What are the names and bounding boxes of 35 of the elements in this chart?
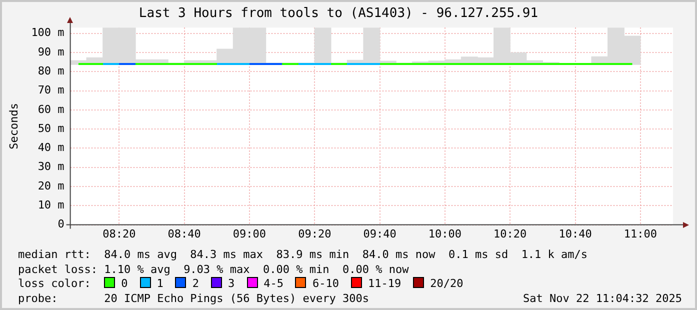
text: 4-5 xyxy=(264,277,284,290)
x-tick-label: 10:40 xyxy=(558,227,592,240)
text: probe: 20 ICMP Echo Pings (56 Bytes) every 300s xyxy=(18,292,369,304)
y-tick-label: 100 m xyxy=(31,26,65,40)
x-tick-label: 09:00 xyxy=(232,227,266,240)
x-tick-label: 11:00 xyxy=(624,227,657,240)
x-tick-label: 09:20 xyxy=(298,227,332,240)
text: 2 xyxy=(192,277,199,290)
y-tick-label: 30 m xyxy=(38,160,65,174)
text: 11-19 xyxy=(368,277,402,290)
y-tick-label: 60 m xyxy=(38,102,65,116)
y-tick-label: 70 m xyxy=(38,84,65,97)
text: 20/20 xyxy=(430,277,464,290)
text: packet loss: 1.10 % avg 9.03 % max 0.00 % min 0.00 % now xyxy=(18,262,410,277)
text: Sat Nov 22 11:04:32 2025 xyxy=(523,292,682,306)
text: median rtt: 84.0 ms avg 84.3 ms max 83.9 ms min 84.0 ms now 0.1 ms sd 1.1 k am/s xyxy=(18,248,589,262)
y-axis-title: Seconds xyxy=(7,103,20,150)
text: 3 xyxy=(228,277,235,290)
y-tick-label: 40 m xyxy=(38,141,65,154)
y-tick-label: 50 m xyxy=(38,122,65,135)
x-tick-label: 08:40 xyxy=(168,227,201,240)
text: 1 xyxy=(156,277,164,290)
x-tick-label: 08:20 xyxy=(102,227,136,240)
text: 6-10 xyxy=(312,277,339,290)
x-tick-label: 10:00 xyxy=(428,227,462,240)
chart-title: Last 3 Hours from tools to (AS1403) - 96.127.255.91 xyxy=(138,6,538,22)
y-tick-label: 80 m xyxy=(38,64,65,78)
y-tick-label: 90 m xyxy=(38,45,65,58)
text: 0 xyxy=(121,277,128,290)
text: loss color: xyxy=(18,277,92,290)
x-tick-label: 10:20 xyxy=(494,227,527,240)
x-tick-label: 09:40 xyxy=(363,227,396,240)
y-tick-label: 0 xyxy=(58,218,64,231)
y-tick-label: 10 m xyxy=(38,198,65,212)
y-tick-label: 20 m xyxy=(38,179,65,192)
